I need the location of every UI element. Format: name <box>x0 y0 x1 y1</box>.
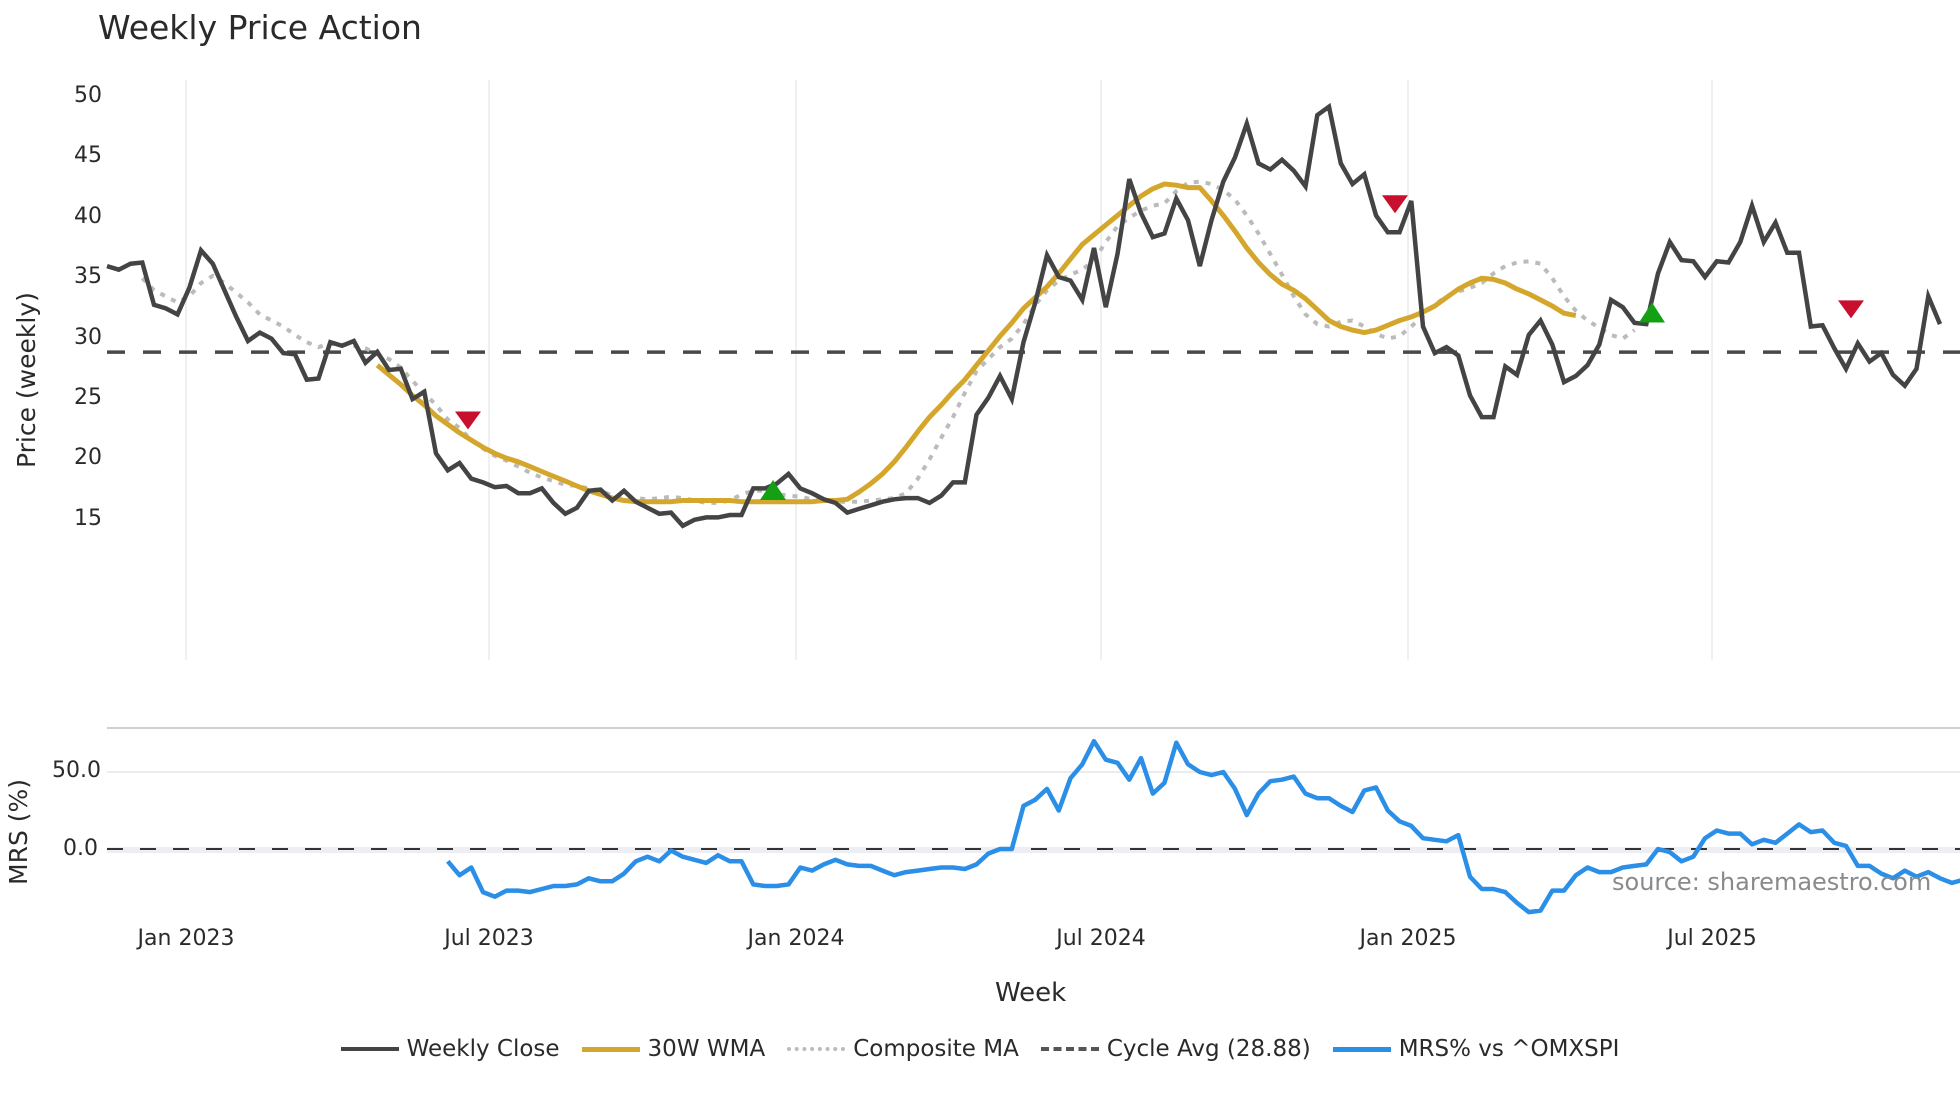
mrs-tick-50: 50.0 <box>52 758 101 783</box>
legend-swatch <box>1040 1047 1099 1051</box>
legend-label: 30W WMA <box>647 1036 766 1062</box>
gridlines <box>185 80 1713 660</box>
source-note: source: sharemaestro.com <box>1612 868 1932 896</box>
chart-title: Weekly Price Action <box>98 8 422 47</box>
legend-item-mrs[interactable]: MRS% vs ^OMXSPI <box>1332 1036 1620 1062</box>
weekly-close-line <box>106 102 1943 529</box>
legend-label: Weekly Close <box>406 1036 560 1062</box>
legend-swatch <box>581 1046 640 1052</box>
price-tick-label: 40 <box>74 203 102 229</box>
legend-label: Composite MA <box>853 1036 1019 1062</box>
sell-signal-icon <box>455 411 481 430</box>
price-tick-label: 45 <box>74 143 102 169</box>
mrs-line <box>446 738 1960 915</box>
sell-signal-icon <box>1382 195 1408 214</box>
legend-item-cycle-avg[interactable]: Cycle Avg (28.88) <box>1040 1036 1311 1062</box>
x-tick-label: Jul 2023 <box>444 926 534 951</box>
x-tick-label: Jan 2023 <box>137 926 235 951</box>
price-axis-label: Price (weekly) <box>12 292 41 468</box>
buy-signal-icon <box>760 480 786 501</box>
x-tick-label: Jan 2025 <box>1359 926 1457 951</box>
x-axis-label: Week <box>995 978 1067 1008</box>
legend-item-composite-ma[interactable]: Composite MA <box>787 1036 1019 1062</box>
sell-signal-icon <box>1838 300 1864 319</box>
legend-item-wma[interactable]: 30W WMA <box>581 1036 766 1062</box>
mrs-tick-0: 0.0 <box>63 836 98 861</box>
price-tick-label: 25 <box>74 385 102 410</box>
legend: Weekly Close 30W WMA Composite MA Cycle … <box>0 1036 1960 1062</box>
wma-line <box>375 181 1577 505</box>
composite-ma-line <box>140 179 1636 505</box>
x-tick-label: Jul 2025 <box>1667 926 1757 951</box>
price-tick-label: 30 <box>74 324 102 350</box>
price-tick-label: 35 <box>74 264 102 290</box>
x-tick-label: Jan 2024 <box>747 926 845 951</box>
signal-markers <box>455 195 1864 501</box>
legend-swatch <box>1332 1046 1391 1052</box>
legend-item-weekly-close[interactable]: Weekly Close <box>340 1036 560 1062</box>
x-tick-label: Jul 2024 <box>1056 926 1146 951</box>
mrs-axis-label: MRS (%) <box>4 778 33 885</box>
price-tick-label: 15 <box>74 505 102 531</box>
legend-swatch <box>340 1047 399 1051</box>
legend-swatch <box>787 1047 846 1051</box>
buy-signal-icon <box>1639 302 1665 323</box>
price-tick-label: 20 <box>74 445 102 471</box>
legend-label: MRS% vs ^OMXSPI <box>1398 1036 1620 1062</box>
price-tick-label: 50 <box>74 83 102 108</box>
legend-label: Cycle Avg (28.88) <box>1106 1036 1311 1062</box>
